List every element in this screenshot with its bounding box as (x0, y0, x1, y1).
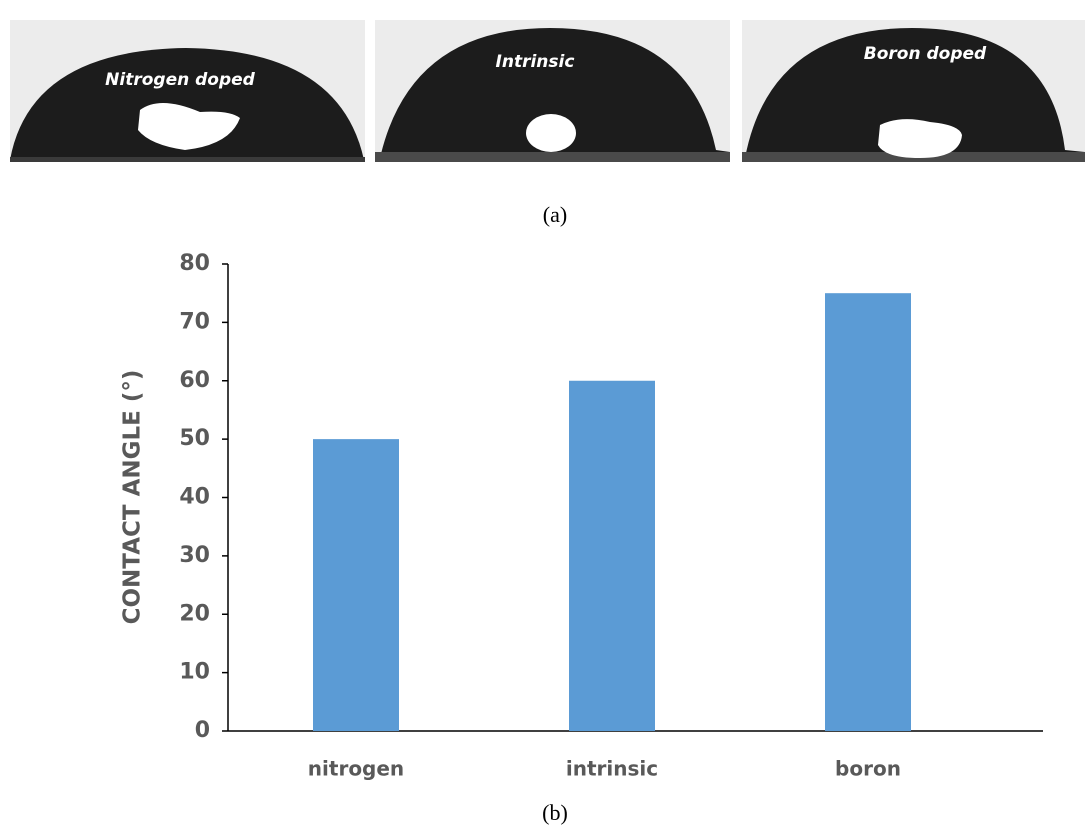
caption: (a) (543, 202, 567, 227)
photo-label: Nitrogen doped (105, 70, 256, 90)
photo-label: Intrinsic (496, 52, 575, 72)
x-tick-label: nitrogen (308, 757, 404, 781)
photo-nitrogen (10, 20, 365, 162)
figure: Nitrogen doped Intrinsic Boron doped (a)… (0, 0, 1085, 834)
x-tick-label: intrinsic (566, 757, 658, 781)
y-tick-label: 40 (179, 485, 210, 510)
photo-intrinsic (375, 20, 730, 162)
y-tick-label: 70 (179, 309, 210, 334)
y-tick-label: 60 (179, 368, 210, 393)
photo-label: Boron doped (864, 44, 987, 64)
y-tick-label: 30 (179, 543, 210, 568)
y-tick-label: 0 (195, 718, 210, 743)
caption: (b) (542, 800, 568, 825)
photo-boron (742, 20, 1085, 162)
y-tick-label: 80 (179, 251, 210, 276)
bar (313, 439, 399, 731)
y-tick-label: 50 (179, 426, 210, 451)
y-tick-label: 10 (179, 660, 210, 685)
bar (825, 293, 911, 731)
y-tick-label: 20 (179, 601, 210, 626)
x-tick-label: boron (835, 757, 901, 781)
y-axis-label: CONTACT ANGLE (°) (120, 370, 146, 625)
bar (569, 381, 655, 731)
